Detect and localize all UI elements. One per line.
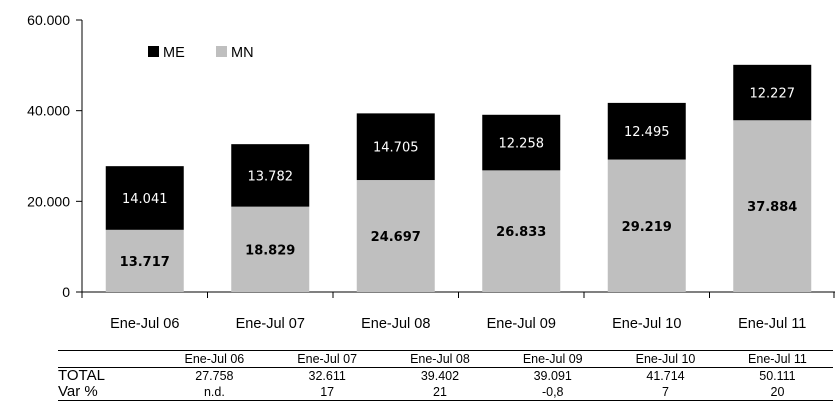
table-cell: 17 — [270, 384, 384, 401]
x-tick-label: Ene-Jul 11 — [738, 316, 806, 332]
legend-label-me: ME — [163, 45, 185, 61]
table-cell: 21 — [383, 384, 497, 401]
y-axis: 0 20.000 40.000 60.000 — [27, 12, 83, 300]
table-header-cell: Ene-Jul 10 — [609, 350, 722, 368]
x-tick-label: Ene-Jul 08 — [361, 316, 430, 332]
x-tick-label: Ene-Jul 09 — [487, 316, 556, 332]
x-tick-label: Ene-Jul 07 — [236, 316, 305, 332]
row-label: Var % — [58, 384, 158, 401]
summary-table: Ene-Jul 06 Ene-Jul 07 Ene-Jul 08 Ene-Jul… — [58, 350, 833, 401]
bars: 13.717 14.041 18.829 13.782 24.697 14.705 26.8… — [105, 64, 812, 292]
data-label-me: 12.258 — [499, 137, 545, 152]
data-label-me: 12.227 — [750, 87, 796, 102]
x-tick-label: Ene-Jul 06 — [110, 316, 179, 332]
bar-segment-mn — [607, 159, 686, 292]
bar-segment-me — [607, 102, 686, 160]
legend-swatch-mn — [216, 46, 227, 57]
y-tick-label: 0 — [62, 284, 70, 300]
data-label-mn: 37.884 — [747, 200, 797, 215]
bar-segment-me — [356, 113, 435, 181]
data-label-mn: 13.717 — [120, 255, 170, 270]
bar-segment-mn — [733, 120, 812, 292]
table-header-cell: Ene-Jul 07 — [270, 350, 384, 368]
data-label-mn: 29.219 — [622, 220, 672, 235]
table-header-cell: Ene-Jul 11 — [721, 350, 833, 368]
table-cell: 7 — [609, 384, 722, 401]
data-label-me: 12.495 — [624, 125, 670, 140]
legend-label-mn: MN — [231, 45, 254, 61]
bar-segment-mn — [356, 180, 435, 292]
bar-segment-me — [105, 166, 184, 230]
data-label-me: 14.705 — [373, 141, 419, 156]
table-cell: n.d. — [158, 384, 271, 401]
bar-segment-mn — [482, 170, 561, 292]
x-tick-label: Ene-Jul 10 — [612, 316, 681, 332]
bar-segment-mn — [231, 206, 310, 292]
data-label-mn: 18.829 — [245, 243, 295, 258]
table-header-cell: Ene-Jul 08 — [383, 350, 497, 368]
table-cell: 39.402 — [420, 369, 460, 383]
table-cell: 32.611 — [308, 369, 346, 383]
bar-segment-me — [482, 114, 561, 171]
bar-segment-me — [231, 144, 310, 207]
table-cell: 41.714 — [646, 369, 685, 383]
table-header-cell: Ene-Jul 09 — [496, 350, 610, 368]
bar-segment-me — [733, 64, 812, 121]
legend-swatch-me — [148, 46, 159, 57]
x-axis: Ene-Jul 06 Ene-Jul 07 Ene-Jul 08 Ene-Jul 09… — [81, 291, 835, 332]
table-row-total: TOTAL 27.758 32.611 39.402 39.091 41.714… — [58, 368, 833, 385]
stacked-bar-chart: 0 20.000 40.000 60.000 Ene-Jul 06 Ene-Jul 07… — [27, 12, 835, 332]
y-tick-label: 40.000 — [27, 103, 70, 119]
y-tick-label: 20.000 — [27, 193, 70, 209]
data-label-me: 13.782 — [248, 169, 294, 184]
table-header-cell: Ene-Jul 06 — [158, 350, 271, 368]
data-label-mn: 24.697 — [371, 230, 421, 245]
row-label: TOTAL — [58, 367, 105, 384]
table-cell: 50.111 — [759, 369, 796, 383]
data-label-me: 14.041 — [122, 192, 168, 207]
legend: ME MN — [148, 45, 254, 61]
table-cell: 39.091 — [533, 369, 572, 383]
table-cell: 27.758 — [195, 369, 234, 383]
table-cell: 20 — [721, 384, 833, 401]
data-label-mn: 26.833 — [496, 225, 546, 240]
bar-segment-mn — [105, 229, 184, 292]
table-row-var: Var % n.d. 17 21 -0,8 7 20 — [58, 384, 833, 401]
table-header-blank — [58, 350, 158, 368]
table-cell: -0,8 — [496, 384, 610, 401]
table-header-row: Ene-Jul 06 Ene-Jul 07 Ene-Jul 08 Ene-Jul… — [58, 350, 833, 368]
y-tick-label: 60.000 — [27, 12, 70, 28]
